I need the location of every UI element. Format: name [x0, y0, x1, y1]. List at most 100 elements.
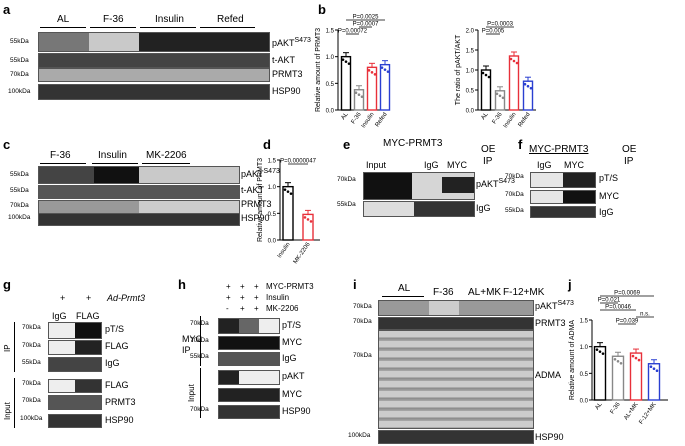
panel-label-h: h	[178, 277, 186, 292]
sig-label: P=0.0046	[605, 305, 632, 311]
sign: +	[86, 293, 92, 303]
mw-marker: 70kDa	[10, 71, 29, 78]
lane-label: IgG	[537, 160, 552, 170]
data-point	[512, 59, 516, 63]
group-label: Insulin	[98, 150, 127, 161]
data-point	[367, 69, 371, 72]
row-label: PRMT3	[535, 318, 566, 328]
blot-header: MYC-PRMT3	[383, 138, 443, 149]
data-point	[526, 84, 530, 88]
sig-label: P=0.0000047	[280, 159, 317, 165]
panel-label-b: b	[318, 2, 326, 17]
chart-b-prmt3: 0.0 0.5 1.0 1.5 Relative amount of PRMT3 AL F-…	[315, 15, 391, 129]
y-tick-label: 1.5	[466, 49, 475, 55]
group-label: AL	[57, 14, 70, 25]
y-axis-label: Relative amount of PRMT3	[257, 158, 264, 242]
row-label: FLAG	[105, 380, 129, 390]
sig-label: P=0.021	[598, 298, 621, 304]
lane-label: MYC	[447, 160, 467, 170]
data-point	[509, 57, 513, 61]
data-point	[347, 62, 351, 65]
sign: +	[254, 282, 259, 291]
chart-b-pakt-ratio: 0.0 0.5 1.0 1.5 2.0 The ratio of pAKT/AKT AL F-…	[455, 22, 536, 129]
row-label: pAKT	[241, 169, 264, 179]
group-label: Refed	[217, 14, 244, 25]
row-label: pT/S	[599, 173, 619, 183]
data-point	[637, 358, 641, 362]
mw-marker: 70kDa	[353, 303, 372, 310]
x-tick-label: F-36	[492, 111, 504, 125]
row-label-sup: S473	[294, 37, 311, 44]
mw-marker: 70kDa	[190, 337, 209, 344]
y-tick-label: 1.5	[580, 319, 589, 325]
y-tick-label: 1.5	[326, 29, 335, 35]
panel-label-g: g	[3, 277, 11, 292]
data-point	[344, 60, 348, 63]
group-label: F-12+MK	[503, 287, 545, 298]
ip-label: IP	[624, 156, 634, 167]
mw-marker: 100kDa	[20, 415, 43, 422]
row-label: HSP90	[282, 406, 311, 416]
lane-label: IgG	[424, 160, 439, 170]
row-label: ADMA	[535, 370, 562, 380]
data-point	[515, 61, 519, 65]
data-point	[289, 192, 293, 195]
mw-marker: 55kDa	[10, 187, 29, 194]
y-tick-label: 0.0	[268, 239, 277, 245]
row-label: HSP90	[535, 432, 564, 442]
data-point	[529, 86, 533, 90]
mw-marker: 70kDa	[353, 318, 372, 325]
oe-label: OE	[622, 144, 637, 155]
y-tick-label: 0.5	[580, 372, 589, 378]
sig-label: P=0.0025	[353, 15, 380, 21]
row-label: pAKT	[272, 38, 295, 48]
row-label: PRMT3	[272, 69, 303, 79]
lane-label: Input	[366, 160, 387, 170]
data-point	[601, 352, 605, 355]
sig-label: P=0.039	[616, 319, 639, 325]
x-tick-label: Refed	[518, 112, 532, 129]
mw-marker: 70kDa	[22, 342, 41, 349]
y-axis-label: Relative amount of PRMT3	[315, 28, 322, 112]
reagent-label: Ad-Prmt3	[107, 293, 146, 303]
row-label: HSP90	[105, 415, 134, 425]
mw-marker: 55kDa	[10, 57, 29, 64]
row-label-sup: S473	[557, 300, 574, 307]
sign: +	[226, 282, 231, 291]
sign: +	[254, 304, 259, 313]
sign: +	[60, 293, 66, 303]
mw-marker: 70kDa	[353, 352, 372, 359]
data-point	[634, 356, 638, 360]
row-label: HSP90	[272, 86, 301, 96]
data-point	[616, 359, 620, 363]
mw-marker: 70kDa	[190, 406, 209, 413]
group-label: F-36	[50, 150, 71, 161]
y-tick-label: 0.0	[466, 109, 475, 115]
panel-label-j: j	[568, 277, 572, 292]
data-point	[484, 73, 488, 77]
mw-marker: 55kDa	[10, 171, 29, 178]
panel-label-i: i	[353, 277, 357, 292]
chart-j-adma: 0.0 0.5 1.0 1.5 Relative amount of ADMA AL F-3…	[569, 291, 668, 425]
mw-marker: 70kDa	[22, 324, 41, 331]
mw-marker: 70kDa	[22, 380, 41, 387]
panel-label-e: e	[343, 137, 351, 152]
data-point	[283, 188, 287, 191]
row-label-sup: S473	[498, 178, 515, 185]
ip-label: MYC IP	[182, 334, 202, 355]
group-label: Insulin	[155, 14, 184, 25]
mw-marker: 55kDa	[190, 353, 209, 360]
data-point	[386, 70, 390, 73]
mw-marker: 70kDa	[22, 397, 41, 404]
x-tick-label: Insulin	[277, 242, 292, 260]
data-point	[380, 66, 384, 69]
row-label: IgG	[282, 353, 297, 363]
data-point	[619, 361, 623, 365]
row-label: pAKT	[282, 371, 305, 381]
mw-marker: 100kDa	[8, 214, 31, 221]
data-point	[598, 350, 602, 353]
mw-marker: 70kDa	[337, 176, 356, 183]
mw-marker: 70kDa	[505, 191, 524, 198]
mw-marker: 70kDa	[190, 320, 209, 327]
bar	[593, 345, 607, 401]
